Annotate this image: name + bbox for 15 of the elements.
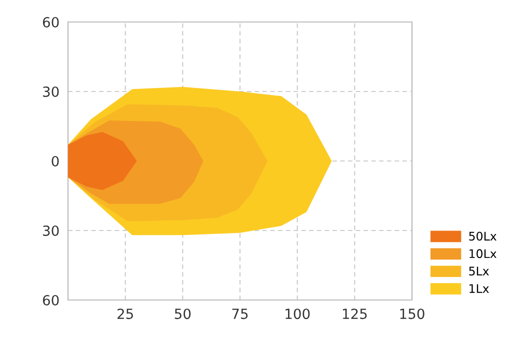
y-tick-label: 30 — [43, 225, 59, 236]
x-tick-label: 125 — [342, 308, 367, 320]
legend-label: 50Lx — [469, 232, 496, 241]
legend-label: 10Lx — [470, 249, 496, 258]
x-tick-label: 75 — [232, 308, 248, 320]
y-tick-label: 60 — [42, 294, 59, 306]
x-tick-label: 100 — [286, 308, 310, 320]
y-tick-label: 60 — [42, 16, 59, 28]
y-tick-label: 30 — [43, 86, 59, 97]
x-tick-label: 25 — [118, 308, 133, 320]
x-tick-label: 50 — [174, 308, 191, 320]
y-tick-label: 0 — [52, 156, 59, 166]
x-tick-label: 150 — [400, 308, 424, 320]
legend-label: 5Lx — [469, 266, 489, 276]
legend-label: 1Lx — [470, 284, 489, 293]
